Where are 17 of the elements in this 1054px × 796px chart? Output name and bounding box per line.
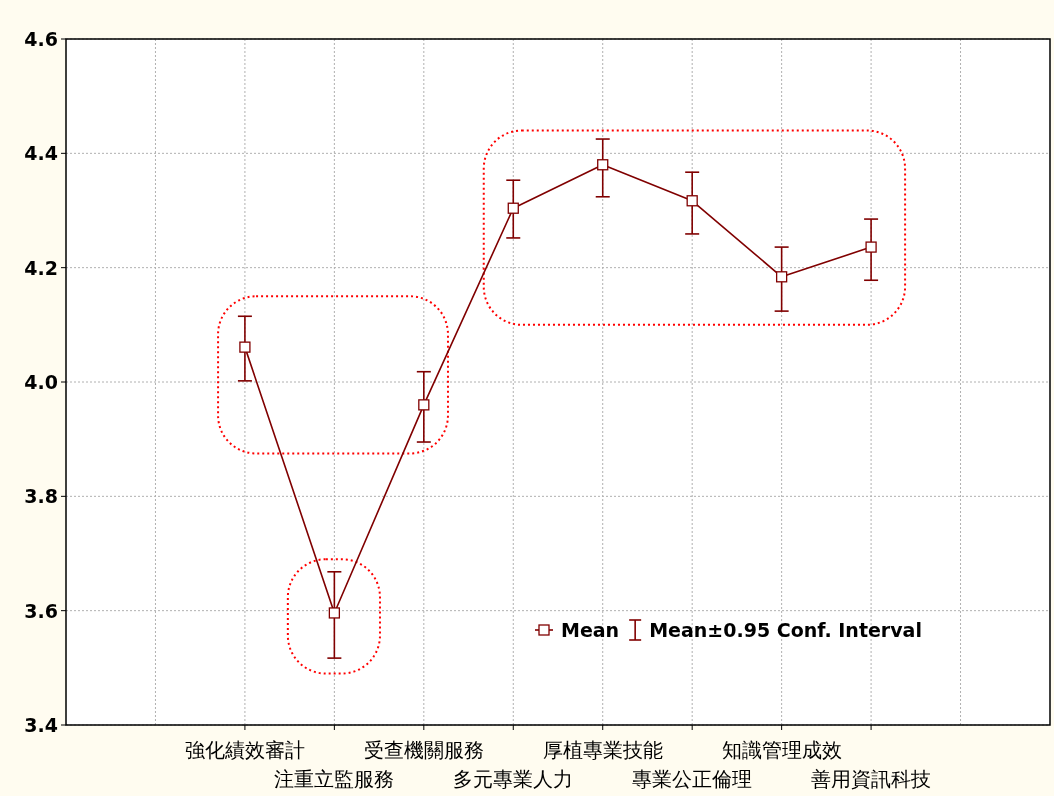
y-tick-label: 3.8 [24,485,58,508]
x-tick-label: 多元專業人力 [453,767,574,791]
y-tick-label: 3.6 [24,599,58,622]
legend-label: Mean [561,619,620,641]
y-tick-label: 4.6 [24,28,58,50]
x-tick-label: 注重立監服務 [274,767,395,791]
y-tick-label: 3.4 [24,714,58,736]
x-tick-label: 專業公正倫理 [632,767,753,791]
y-tick-label: 4.0 [24,371,58,393]
x-tick-label: 善用資訊科技 [811,767,932,791]
annotation: Mean±0.95 Conf. Interval [649,619,922,641]
y-tick-label: 4.4 [24,142,58,165]
x-tick-label: 厚植專業技能 [542,738,663,762]
x-tick-label: 知識管理成效 [721,738,842,762]
x-tick-label: 強化績效審計 [184,738,305,762]
x-tick-label: 受查機關服務 [363,738,484,762]
y-tick-label: 4.2 [24,256,58,279]
